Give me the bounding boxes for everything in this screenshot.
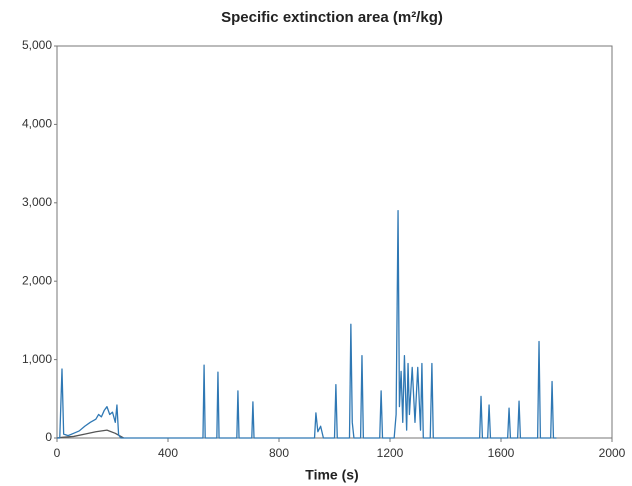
y-tick-label: 0 [45, 430, 52, 444]
plot-frame [56, 45, 613, 439]
x-tick-label: 2000 [599, 446, 626, 460]
x-tick-label: 0 [54, 446, 61, 460]
data-line [56, 429, 124, 439]
y-tick-label: 1,000 [22, 352, 52, 366]
x-axis-label: Time (s) [305, 467, 358, 483]
x-tick-label: 1600 [488, 446, 515, 460]
y-tick-label: 5,000 [22, 38, 52, 52]
y-tick-label: 4,000 [22, 117, 52, 131]
y-tick-label: 2,000 [22, 273, 52, 287]
chart-title: Specific extinction area (m²/kg) [221, 9, 443, 26]
x-tick-label: 800 [269, 446, 289, 460]
x-tick-label: 400 [158, 446, 178, 460]
y-tick-label: 3,000 [22, 195, 52, 209]
x-tick-label: 1200 [377, 446, 404, 460]
data-line [57, 209, 557, 439]
